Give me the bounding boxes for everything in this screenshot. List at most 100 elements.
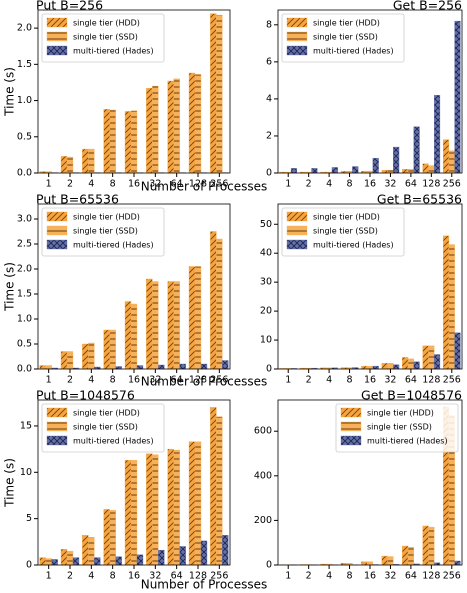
bar xyxy=(381,363,388,370)
plot-frame xyxy=(277,203,463,370)
bar xyxy=(82,148,89,174)
bar xyxy=(82,535,89,566)
bar xyxy=(194,266,202,370)
bar xyxy=(39,557,46,566)
x-tick-label: 4 xyxy=(326,375,332,386)
y-tick-label: 20 xyxy=(260,306,272,317)
bar xyxy=(387,363,394,370)
y-tick-label: 10 xyxy=(260,335,272,346)
bar xyxy=(152,454,159,566)
legend-swatch xyxy=(286,17,308,28)
legend: single tier (HDD) single tier (SSD) multi-… xyxy=(281,13,405,63)
x-tick-label: 128 xyxy=(189,375,207,386)
legend-box xyxy=(335,403,459,453)
x-tick-label: 256 xyxy=(443,179,461,190)
bar xyxy=(188,266,196,370)
chart-title: Put B=256 xyxy=(36,0,103,13)
bar xyxy=(66,156,74,174)
bar xyxy=(130,110,138,174)
y-tick-label: 6 xyxy=(266,56,272,67)
x-tick-label: 32 xyxy=(149,375,161,386)
bar xyxy=(173,281,180,370)
x-tick-label: 256 xyxy=(443,571,461,582)
bar xyxy=(109,510,116,566)
x-tick-label: 128 xyxy=(422,179,440,190)
bar xyxy=(442,235,450,370)
y-axis-label: Time (s) xyxy=(3,67,17,117)
legend-label: single tier (SSD) xyxy=(73,33,138,42)
legend-box xyxy=(41,13,165,63)
x-tick-label: 16 xyxy=(364,571,376,582)
legend-label: multi-tiered (Hades) xyxy=(73,47,154,56)
x-tick-label: 2 xyxy=(67,375,73,386)
legend-label: multi-tiered (Hades) xyxy=(73,241,154,250)
x-tick-label: 2 xyxy=(306,179,312,190)
legend-box xyxy=(41,403,165,453)
legend-label: single tier (SSD) xyxy=(73,423,138,432)
bar xyxy=(167,281,174,370)
bar xyxy=(103,109,110,174)
bar xyxy=(60,549,68,566)
bar xyxy=(352,166,359,174)
bar xyxy=(200,540,208,566)
y-tick-label: 600 xyxy=(254,426,272,437)
chart-title: Get B=256 xyxy=(393,0,462,13)
legend-label: single tier (SSD) xyxy=(73,227,138,236)
y-tick-label: 2.0 xyxy=(17,264,32,275)
bar xyxy=(366,561,374,566)
y-tick-label: 30 xyxy=(260,277,272,288)
chart-title: Put B=1048576 xyxy=(36,388,135,403)
bar xyxy=(194,74,202,174)
bar xyxy=(146,278,153,370)
bar xyxy=(372,157,379,174)
plot-frame xyxy=(277,9,463,174)
x-tick-label: 4 xyxy=(326,179,332,190)
bar xyxy=(216,14,223,174)
bar xyxy=(115,556,122,566)
y-tick-label: 40 xyxy=(260,248,272,259)
bar xyxy=(152,85,159,174)
bar xyxy=(66,550,74,566)
legend-label: single tier (HDD) xyxy=(313,213,380,222)
x-tick-label: 64 xyxy=(405,179,417,190)
bar xyxy=(402,169,409,174)
y-tick-label: 1.5 xyxy=(17,59,32,70)
legend-swatch xyxy=(286,45,308,56)
x-tick-label: 128 xyxy=(189,571,207,582)
bar xyxy=(72,557,80,566)
x-tick-label: 1 xyxy=(46,375,52,386)
bar xyxy=(130,460,138,566)
legend-label: multi-tiered (Hades) xyxy=(73,437,154,446)
y-tick-label: 0 xyxy=(266,364,272,375)
legend: single tier (HDD) single tier (SSD) multi-… xyxy=(335,403,459,453)
legend-swatch xyxy=(46,435,68,446)
plot-frame xyxy=(37,399,231,566)
bar xyxy=(124,111,132,174)
legend-label: multi-tiered (Hades) xyxy=(313,47,394,56)
x-tick-label: 64 xyxy=(171,571,183,582)
x-tick-label: 256 xyxy=(210,179,228,190)
y-tick-label: 0 xyxy=(266,168,272,179)
legend-label: single tier (HDD) xyxy=(313,19,380,28)
x-tick-label: 256 xyxy=(210,375,228,386)
legend-swatch xyxy=(46,421,68,432)
x-tick-label: 2 xyxy=(67,179,73,190)
legend-swatch xyxy=(286,31,308,42)
bar xyxy=(361,365,368,370)
x-tick-label: 2 xyxy=(306,571,312,582)
bar xyxy=(146,453,153,566)
bar xyxy=(152,281,159,370)
bar xyxy=(109,329,116,370)
bar xyxy=(88,536,95,566)
bar xyxy=(402,357,409,370)
x-tick-label: 1 xyxy=(285,571,291,582)
bar xyxy=(167,80,174,174)
bar xyxy=(393,364,400,370)
bar xyxy=(448,244,455,370)
legend-swatch xyxy=(46,225,68,236)
legend-label: single tier (HDD) xyxy=(73,213,140,222)
x-tick-label: 8 xyxy=(110,375,116,386)
bar xyxy=(94,557,101,566)
bar xyxy=(407,169,414,174)
x-tick-label: 1 xyxy=(285,179,291,190)
